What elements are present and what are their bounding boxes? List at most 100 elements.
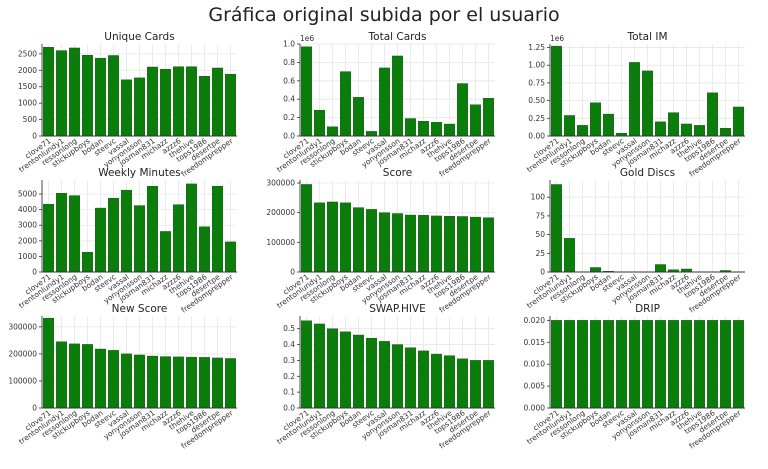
bar-stickupboys — [340, 331, 351, 409]
bar-tops1986 — [457, 83, 468, 137]
y-tick-label: 0 — [32, 268, 37, 277]
bar-tops1986 — [707, 92, 718, 137]
y-tick-label: 0 — [290, 268, 295, 277]
bar-steevc — [366, 131, 377, 137]
bar-ressonlong — [69, 47, 80, 137]
y-tick-label: 0.015 — [524, 338, 546, 347]
bar-ressonlong — [327, 126, 338, 137]
bar-bodan — [603, 320, 614, 409]
y-tick-label: 50 — [535, 230, 545, 239]
chart-title: Total Cards — [368, 31, 427, 43]
chart-title: Total IM — [626, 31, 667, 43]
chart-title: Gold Discs — [620, 167, 675, 179]
bar-steevc — [108, 198, 119, 273]
bar-freedomprepper — [225, 74, 236, 137]
bar-azzz6 — [681, 123, 692, 137]
bar-clove71 — [551, 45, 562, 137]
bar-yonyonsson — [642, 320, 653, 409]
bar-trentonlundy1 — [314, 323, 325, 409]
bar-josman831 — [655, 264, 666, 273]
y-tick-label: 0.010 — [524, 360, 546, 369]
y-tick-label: 25 — [535, 249, 545, 258]
chart-title: Score — [383, 167, 412, 179]
bar-josman831 — [405, 118, 416, 137]
bar-bodan — [353, 97, 364, 137]
y-tick-label: 2000 — [18, 236, 37, 245]
bar-vassal — [121, 189, 132, 273]
figure-title: Gráfica original subida por el usuario — [208, 4, 560, 26]
bar-vassal — [629, 320, 640, 409]
y-tick-label: 500 — [23, 115, 38, 124]
bar-freedomprepper — [483, 360, 494, 409]
bar-thehive — [694, 125, 705, 137]
bar-josman831 — [405, 214, 416, 273]
y-tick-label: 0.020 — [524, 316, 546, 325]
bar-michazz — [418, 121, 429, 137]
bar-azzz6 — [431, 121, 442, 137]
bar-yonyonsson — [392, 344, 403, 409]
bar-vassal — [121, 353, 132, 409]
bar-bodan — [95, 348, 106, 409]
bar-trentonlundy1 — [56, 50, 67, 137]
bar-trentonlundy1 — [56, 193, 67, 273]
bar-tops1986 — [199, 75, 210, 137]
y-tick-label: 0.2 — [283, 372, 295, 381]
bar-vassal — [121, 79, 132, 137]
bar-yonyonsson — [134, 77, 145, 137]
bar-desertpe — [720, 320, 731, 409]
y-tick-label: 0.75 — [528, 78, 545, 87]
bar-desertpe — [720, 128, 731, 137]
bar-thehive — [186, 66, 197, 137]
bar-yonyonsson — [392, 55, 403, 137]
bar-desertpe — [470, 360, 481, 409]
y-tick-label: 1000 — [18, 99, 37, 108]
y-tick-label: 4000 — [18, 205, 37, 214]
bar-steevc — [366, 209, 377, 273]
y-tick-label: 0.4 — [283, 340, 295, 349]
bar-stickupboys — [590, 267, 601, 273]
bar-yonyonsson — [134, 354, 145, 409]
bar-ressonlong — [69, 195, 80, 273]
y-tick-label: 100000 — [266, 238, 295, 247]
bar-michazz — [160, 231, 171, 273]
y-tick-label: 300000 — [266, 178, 295, 187]
y-tick-label: 0.8 — [283, 58, 295, 67]
bar-stickupboys — [82, 54, 93, 137]
bar-thehive — [444, 216, 455, 273]
y-tick-label: 0.6 — [283, 76, 295, 85]
y-tick-label: 0.4 — [283, 95, 295, 104]
y-tick-label: 0.25 — [528, 114, 545, 123]
bar-trentonlundy1 — [564, 238, 575, 273]
bar-vassal — [379, 212, 390, 273]
bar-bodan — [603, 113, 614, 137]
bar-bodan — [95, 207, 106, 273]
bar-desertpe — [212, 357, 223, 409]
y-tick-label: 0.3 — [283, 356, 295, 365]
y-offset-label: 1e6 — [550, 34, 564, 43]
bar-thehive — [186, 183, 197, 273]
y-tick-label: 1.00 — [528, 61, 545, 70]
bar-trentonlundy1 — [56, 341, 67, 409]
bar-stickupboys — [340, 202, 351, 273]
y-tick-label: 75 — [535, 211, 545, 220]
bar-stickupboys — [590, 320, 601, 409]
y-tick-label: 0 — [32, 132, 37, 141]
chart-title: SWAP.HIVE — [369, 303, 426, 315]
y-tick-label: 2000 — [18, 66, 37, 75]
bar-yonyonsson — [642, 70, 653, 137]
y-tick-label: 0.50 — [528, 96, 545, 105]
y-tick-label: 0 — [32, 404, 37, 413]
bar-josman831 — [147, 355, 158, 409]
bar-michazz — [160, 69, 171, 137]
y-tick-label: 3000 — [18, 221, 37, 230]
bar-yonyonsson — [134, 205, 145, 273]
bar-thehive — [444, 123, 455, 137]
bar-tops1986 — [707, 320, 718, 409]
bar-michazz — [668, 320, 679, 409]
y-tick-label: 0.000 — [524, 404, 546, 413]
bar-desertpe — [470, 216, 481, 273]
bar-stickupboys — [590, 102, 601, 137]
bar-josman831 — [147, 66, 158, 137]
bar-desertpe — [470, 104, 481, 137]
